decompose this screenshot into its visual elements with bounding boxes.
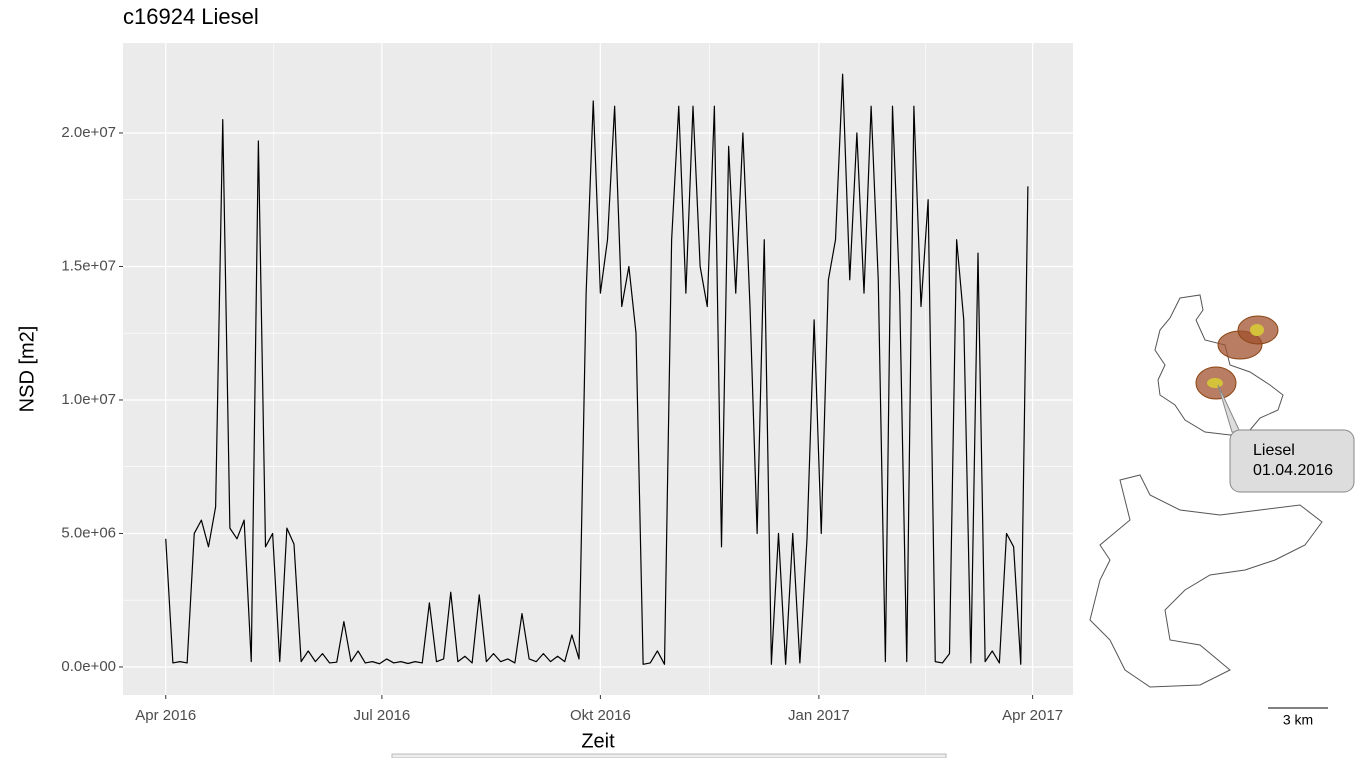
grid [123,43,1073,695]
x-tick-label: Apr 2016 [135,707,196,724]
y-tick-label: 2.0e+07 [61,124,116,141]
chart-title: c16924 Liesel [123,4,259,29]
x-tick-label: Apr 2017 [1002,707,1063,724]
tooltip-date: 01.04.2016 [1253,462,1333,479]
map-outline [1089,474,1323,688]
y-tick-label: 1.0e+07 [61,391,116,408]
scale-label: 3 km [1283,712,1313,728]
x-tick-label: Jul 2016 [354,707,411,724]
scrollbar [391,753,947,759]
tooltip [1229,429,1355,493]
core-area [1207,378,1223,388]
map [1089,294,1355,709]
x-axis-label: Zeit [581,730,615,752]
x-tick-label: Okt 2016 [570,707,631,724]
y-tick-label: 5.0e+06 [61,524,116,541]
y-tick-label: 0.0e+00 [61,658,116,675]
map-outline [1154,294,1284,436]
y-tick-label: 1.5e+07 [61,257,116,274]
plot [165,73,1029,665]
x-tick-label: Jan 2017 [788,707,850,724]
panel [123,43,1073,695]
tooltip-name: Liesel [1253,442,1295,459]
data-line [165,73,1029,665]
core-area [1250,324,1264,336]
y-axis-label: NSD [m2] [16,326,38,413]
